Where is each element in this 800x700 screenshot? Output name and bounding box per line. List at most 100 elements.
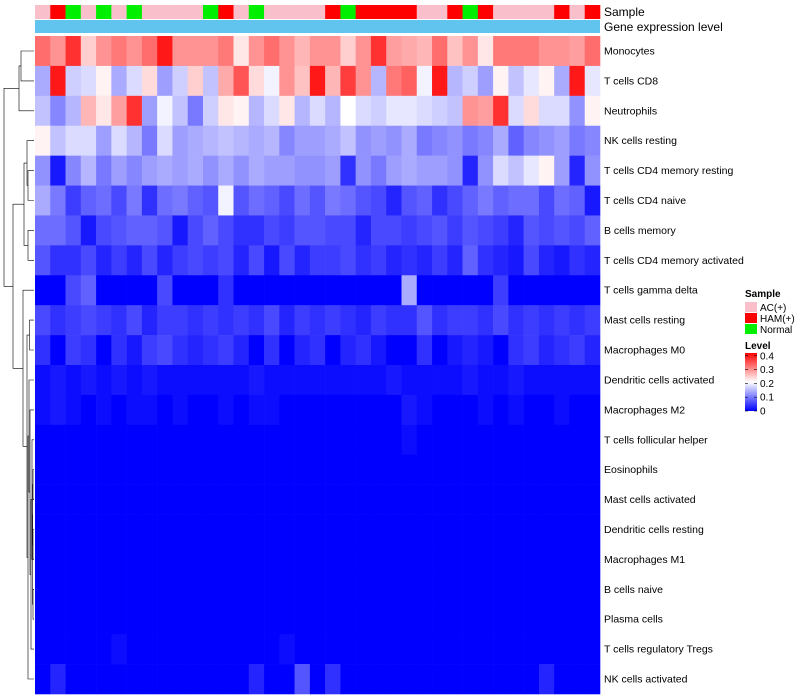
heatmap-cell xyxy=(370,424,387,456)
heatmap-cell xyxy=(584,365,601,396)
heatmap-cell xyxy=(187,394,204,426)
heatmap-cell xyxy=(462,335,479,366)
heatmap-cell xyxy=(325,484,341,515)
heatmap-cell xyxy=(523,604,540,635)
heatmap-cell xyxy=(584,95,601,127)
heatmap-cell xyxy=(157,454,173,485)
heatmap-cell xyxy=(569,125,586,156)
heatmap-cell xyxy=(554,65,570,97)
heatmap-cell xyxy=(355,245,372,276)
heatmap-cell xyxy=(294,424,311,456)
heatmap-cell xyxy=(523,394,540,426)
heatmap-cell xyxy=(477,185,494,216)
heatmap-cell xyxy=(218,484,234,515)
heatmap-cell xyxy=(447,394,463,426)
heatmap-cell xyxy=(264,634,280,665)
heatmap-cell xyxy=(126,394,143,426)
heatmap-cell xyxy=(355,544,372,575)
heatmap-cell xyxy=(233,365,250,396)
heatmap-cell xyxy=(187,125,204,156)
dendrogram-branch xyxy=(20,50,34,82)
heatmap-cell xyxy=(538,245,555,276)
heatmap-cell xyxy=(355,185,372,216)
row-label: Dendritic cells resting xyxy=(604,524,704,536)
heatmap-cell xyxy=(447,185,463,216)
heatmap-cell xyxy=(172,424,188,456)
heatmap-cell xyxy=(355,125,372,156)
heatmap-cell xyxy=(355,335,372,366)
heatmap-cell xyxy=(157,394,173,426)
heatmap-cell xyxy=(309,365,326,396)
level-ticks: 0.4 0.3 0.2 0.1 0 xyxy=(745,351,774,418)
heatmap-cell xyxy=(111,36,127,67)
heatmap-cell xyxy=(126,574,143,605)
heatmap-cell xyxy=(584,245,601,276)
heatmap-cell xyxy=(157,335,173,366)
row-label: NK cells activated xyxy=(604,674,688,686)
heatmap-cell xyxy=(386,95,402,127)
heatmap-cell xyxy=(80,65,97,97)
heatmap-cell xyxy=(126,365,143,396)
heatmap-cell xyxy=(141,65,158,97)
heatmap-cell xyxy=(50,155,66,186)
heatmap-cell xyxy=(309,125,326,156)
heatmap-cell xyxy=(279,215,295,246)
sample-annot-cell xyxy=(386,5,402,19)
heatmap-cell xyxy=(584,604,601,635)
sample-annotation-bar xyxy=(35,5,601,19)
heatmap-cell xyxy=(65,604,82,635)
heatmap-cell xyxy=(523,95,540,127)
heatmap-cell xyxy=(554,245,570,276)
heatmap-cell xyxy=(111,514,127,545)
sample-annot-cell xyxy=(157,5,173,19)
sample-annot-cell xyxy=(401,5,418,19)
heatmap-cell xyxy=(248,125,265,156)
heatmap-cell xyxy=(157,544,173,575)
heatmap-cell xyxy=(233,65,250,97)
heatmap-cell xyxy=(187,215,204,246)
heatmap-cell xyxy=(538,664,555,695)
heatmap-cell xyxy=(416,664,433,695)
heatmap-cell xyxy=(340,394,356,426)
heatmap-cell xyxy=(584,574,601,605)
heatmap-cell xyxy=(493,245,509,276)
heatmap-cell xyxy=(35,245,51,276)
row-label: T cells follicular helper xyxy=(604,434,708,446)
heatmap-cell xyxy=(218,125,234,156)
heatmap-cell xyxy=(294,484,311,515)
heatmap-cell xyxy=(172,604,188,635)
row-label: Mast cells resting xyxy=(604,315,685,327)
heatmap-cell xyxy=(355,394,372,426)
heatmap-cell xyxy=(432,484,448,515)
heatmap-cell xyxy=(233,484,250,515)
heatmap-cell xyxy=(35,155,51,186)
heatmap-cell xyxy=(50,664,66,695)
heatmap-cell xyxy=(355,305,372,336)
dendrogram-branch xyxy=(23,162,28,246)
heatmap-cell xyxy=(416,484,433,515)
heatmap-cell xyxy=(523,514,540,545)
heatmap-cell xyxy=(233,305,250,336)
heatmap-cell xyxy=(248,544,265,575)
heatmap-cell xyxy=(279,185,295,216)
heatmap-cell xyxy=(233,664,250,695)
heatmap-cell xyxy=(35,484,51,515)
heatmap-cell xyxy=(50,544,66,575)
heatmap-cell xyxy=(401,484,418,515)
heatmap-cell xyxy=(340,125,356,156)
heatmap-cell xyxy=(65,185,82,216)
heatmap-cell xyxy=(432,544,448,575)
heatmap-cell xyxy=(309,454,326,485)
heatmap-cell xyxy=(493,454,509,485)
heatmap-cell xyxy=(264,95,280,127)
heatmap-cell xyxy=(325,95,341,127)
heatmap-cell xyxy=(355,664,372,695)
heatmap-cell xyxy=(187,155,204,186)
dendrogram-branch xyxy=(12,203,24,369)
heatmap-cell xyxy=(554,394,570,426)
heatmap-cell xyxy=(111,454,127,485)
heatmap-cell xyxy=(493,95,509,127)
heatmap-cell xyxy=(447,245,463,276)
sample-annot-cell xyxy=(416,5,433,19)
heatmap-cell xyxy=(508,245,524,276)
